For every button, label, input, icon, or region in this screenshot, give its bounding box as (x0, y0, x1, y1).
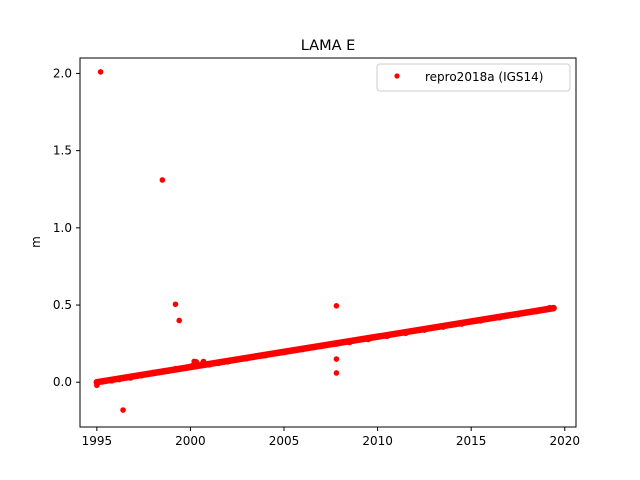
data-point (108, 377, 116, 384)
data-point (550, 304, 557, 312)
plot-frame (79, 57, 577, 428)
data-point (365, 335, 372, 343)
outlier-point (120, 407, 126, 413)
data-point (99, 378, 106, 385)
data-point (318, 342, 325, 350)
x-tick-label: 2015 (456, 434, 487, 448)
legend: repro2018a (IGS14) (376, 63, 571, 92)
data-point (243, 355, 250, 362)
data-point (116, 375, 123, 383)
x-tick-label: 1995 (82, 434, 113, 448)
data-point (161, 367, 168, 375)
data-point (496, 314, 503, 321)
y-tick-label: 2.0 (53, 66, 72, 80)
outlier-point (333, 356, 340, 362)
outlier-point (159, 177, 166, 183)
outlier-point (191, 358, 197, 365)
data-point (183, 364, 190, 371)
outlier-point (97, 69, 104, 75)
y-tick-label: 1.0 (53, 221, 72, 235)
data-point (477, 317, 484, 324)
x-tick-label: 2000 (175, 434, 206, 448)
x-tick-label: 2005 (269, 434, 300, 448)
x-tick-label: 2020 (549, 434, 580, 448)
outlier-point (333, 303, 340, 309)
outlier-point (333, 370, 340, 376)
y-tick-label: 0.0 (53, 375, 72, 389)
x-tick-label: 2010 (362, 434, 393, 448)
data-point (299, 345, 306, 353)
data-point (280, 348, 288, 356)
data-point (205, 361, 213, 368)
data-point (149, 369, 157, 377)
legend-box (376, 63, 571, 92)
data-point (224, 358, 232, 365)
chart-title: LAMA E (301, 38, 356, 54)
data-point (383, 332, 391, 340)
outlier-point (94, 382, 100, 389)
x-axis: 1995 2000 2005 2010 2015 2020 (82, 427, 580, 448)
legend-marker (394, 73, 400, 79)
data-point (215, 359, 222, 367)
data-point (514, 311, 522, 318)
data-point (402, 329, 409, 337)
data-point (138, 372, 145, 379)
legend-label: repro2018a (IGS14) (425, 70, 543, 84)
y-tick-label: 0.5 (53, 298, 72, 312)
outlier-point (200, 358, 207, 365)
data-point (346, 338, 353, 346)
data-layer (93, 69, 557, 413)
data-point (172, 365, 179, 373)
data-point (333, 340, 340, 347)
data-point (458, 320, 466, 327)
outlier-point (172, 301, 179, 308)
data-point (127, 374, 134, 381)
data-point (262, 352, 269, 359)
y-axis: 0.0 0.5 1.0 1.5 2.0 (53, 66, 80, 389)
data-point (439, 323, 447, 330)
data-point (421, 326, 428, 333)
data-point (533, 308, 540, 315)
y-axis-label: m (29, 236, 43, 248)
y-tick-label: 1.5 (53, 144, 72, 158)
outlier-point (176, 317, 182, 324)
